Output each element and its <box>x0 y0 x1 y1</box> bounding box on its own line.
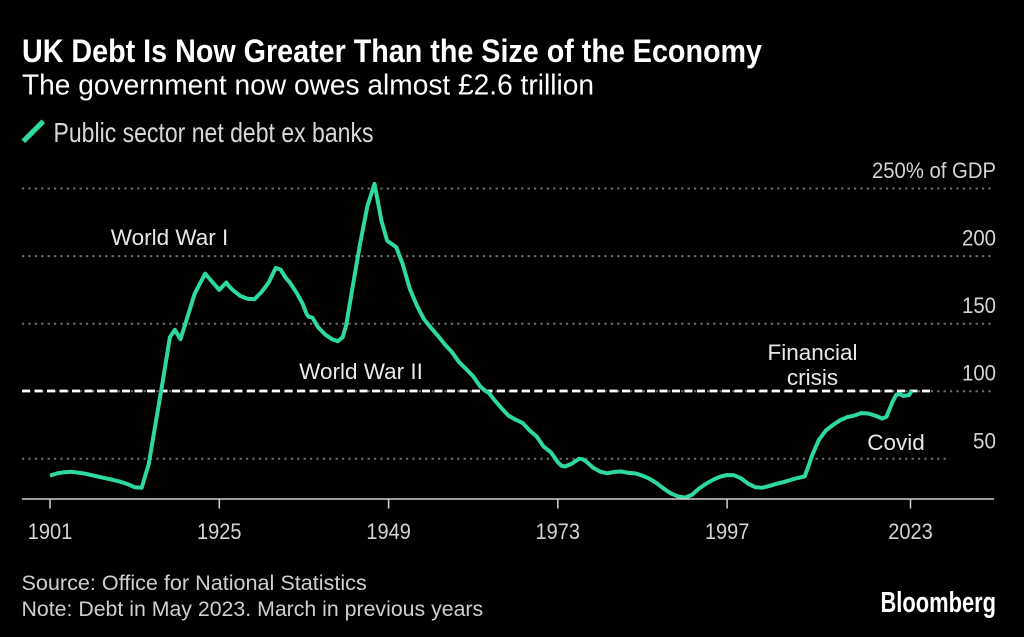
svg-text:Covid: Covid <box>867 430 925 455</box>
svg-text:crisis: crisis <box>787 365 838 390</box>
svg-text:World War I: World War I <box>111 225 229 250</box>
svg-text:1997: 1997 <box>705 519 750 544</box>
svg-text:150: 150 <box>962 293 996 318</box>
svg-text:1925: 1925 <box>197 519 242 544</box>
svg-text:Note: Debt in May 2023. March: Note: Debt in May 2023. March in previou… <box>22 597 484 621</box>
svg-text:1973: 1973 <box>536 519 581 544</box>
svg-text:250% of GDP: 250% of GDP <box>872 158 996 183</box>
svg-text:Bloomberg: Bloomberg <box>881 587 997 619</box>
svg-text:UK Debt Is Now Greater Than th: UK Debt Is Now Greater Than the Size of … <box>22 33 762 69</box>
svg-text:Financial: Financial <box>767 340 857 365</box>
svg-text:50: 50 <box>973 428 996 453</box>
svg-text:200: 200 <box>962 226 996 251</box>
svg-text:1901: 1901 <box>28 519 73 544</box>
svg-text:100: 100 <box>962 361 996 386</box>
svg-text:1949: 1949 <box>366 519 411 544</box>
svg-text:Source: Office for National St: Source: Office for National Statistics <box>22 570 367 595</box>
svg-text:Public sector net debt ex bank: Public sector net debt ex banks <box>54 117 374 148</box>
svg-text:2023: 2023 <box>888 519 933 544</box>
svg-text:The government now owes almost: The government now owes almost £2.6 tril… <box>22 70 594 102</box>
svg-text:World War II: World War II <box>299 359 423 384</box>
